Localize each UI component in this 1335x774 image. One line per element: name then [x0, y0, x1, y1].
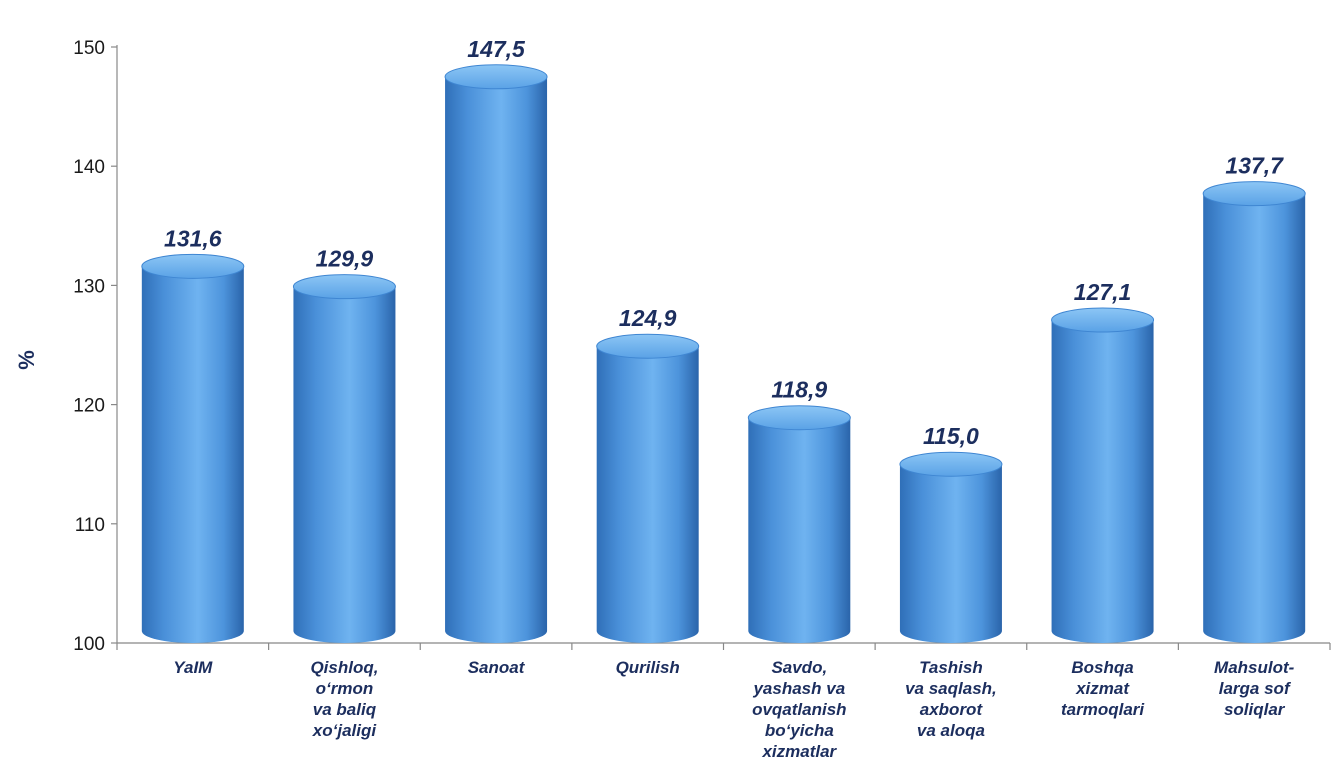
bar-body	[596, 346, 699, 643]
y-tick-label: 110	[75, 515, 105, 536]
data-labels: 131,6 129,9 147,5 124,9 118,9 115,0 127,1 137,7	[164, 36, 1284, 449]
x-tick-label-line: soliqlar	[1224, 700, 1286, 719]
x-tick-label-line: Mahsulot-	[1214, 658, 1295, 677]
x-tick-label-line: Sanoat	[468, 658, 526, 677]
bar-top-cap	[899, 451, 1003, 477]
bar-body	[899, 464, 1002, 643]
x-tick-label-line: YaIM	[173, 658, 213, 677]
bar-top-cap	[747, 405, 851, 431]
bar	[899, 451, 1003, 643]
data-label: 115,0	[923, 423, 979, 449]
y-tick-label: 150	[73, 38, 105, 59]
bar-top-cap	[596, 333, 700, 359]
bar-top-cap	[292, 274, 396, 300]
x-tick-label: Savdo, yashash va ovqatlanish bo‘yicha xizma…	[752, 658, 846, 761]
bar-body	[141, 266, 244, 643]
x-tick-label-line: bo‘yicha	[765, 721, 834, 740]
bars	[141, 64, 1306, 644]
y-tick-label: 130	[73, 276, 105, 297]
x-tick-label: Boshqa xizmat tarmoqlari	[1061, 658, 1145, 719]
y-tick-label: 120	[73, 396, 105, 417]
x-tick-label: Sanoat	[468, 658, 526, 677]
x-tick-label-line: Boshqa	[1071, 658, 1133, 677]
x-tick-label-line: axborot	[920, 700, 984, 719]
data-label: 124,9	[619, 305, 677, 331]
bar-top-cap	[444, 64, 548, 90]
data-label: 118,9	[771, 377, 827, 403]
x-tick-label: Qishloq, o‘rmon va baliq xo‘jaligi	[310, 658, 378, 740]
x-tick-label-line: larga sof	[1219, 679, 1292, 698]
data-label: 137,7	[1225, 153, 1284, 179]
x-tick-label-line: va baliq	[313, 700, 377, 719]
data-label: 131,6	[164, 225, 222, 251]
data-label: 147,5	[467, 36, 526, 62]
bar-body	[293, 286, 396, 643]
x-tick-label-line: va aloqa	[917, 721, 985, 740]
bar	[747, 405, 851, 643]
x-tick-label-line: yashash va	[752, 679, 845, 698]
x-tick-label-line: Tashish	[919, 658, 983, 677]
x-tick-label-line: Savdo,	[771, 658, 827, 677]
bar-body	[1051, 319, 1154, 643]
x-tick-label-line: xizmatlar	[761, 742, 837, 761]
y-axis-label: %	[14, 350, 39, 370]
x-tick-label-line: tarmoqlari	[1061, 700, 1145, 719]
bar	[1202, 181, 1306, 643]
bar	[596, 333, 700, 643]
bar	[141, 253, 245, 643]
bar-body	[445, 76, 548, 644]
x-tick-label-line: xo‘jaligi	[312, 721, 378, 740]
bar-body	[748, 417, 851, 643]
x-tick-label: Qurilish	[616, 658, 680, 677]
x-tick-label-line: va saqlash,	[905, 679, 997, 698]
x-tick-label-line: Qurilish	[616, 658, 680, 677]
data-label: 129,9	[316, 246, 374, 272]
category-labels: YaIM Qishloq, o‘rmon va baliq xo‘jaligi Sanoa…	[173, 658, 1294, 761]
bar-top-cap	[1202, 181, 1306, 207]
x-tick-label-line: Qishloq,	[310, 658, 378, 677]
y-tick-label: 100	[73, 634, 105, 655]
x-tick-label-line: ovqatlanish	[752, 700, 846, 719]
bar	[292, 274, 396, 643]
x-tick-label-line: xizmat	[1075, 679, 1130, 698]
bar-top-cap	[1051, 307, 1155, 333]
x-tick-label-line: o‘rmon	[316, 679, 374, 698]
x-tick-label: Mahsulot-larga sof soliqlar	[1214, 658, 1295, 719]
axes: 100 110 120 130 140 150	[73, 38, 1331, 655]
bar-top-cap	[141, 253, 245, 279]
y-tick-label: 140	[73, 157, 105, 178]
bar-body	[1203, 193, 1306, 643]
x-tick-label: Tashish va saqlash, axborot va aloqa	[905, 658, 997, 740]
x-tick-label: YaIM	[173, 658, 213, 677]
bar	[1051, 307, 1155, 643]
bar	[444, 64, 548, 644]
data-label: 127,1	[1074, 279, 1132, 305]
